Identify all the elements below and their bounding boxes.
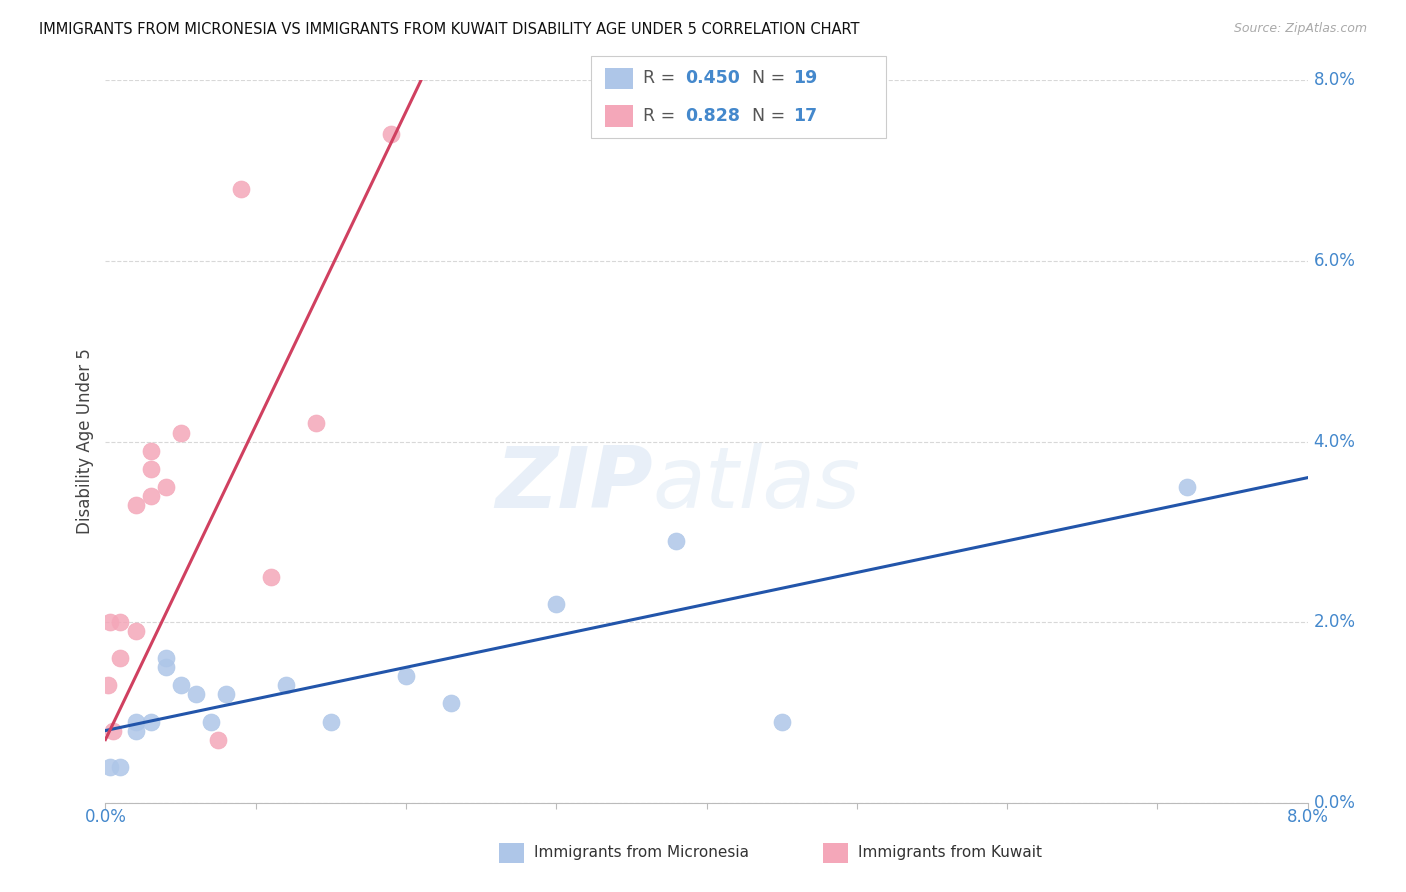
Point — [110, 760, 132, 774]
Point — [124, 723, 146, 738]
Point — [155, 480, 177, 494]
Text: 4.0%: 4.0% — [1313, 433, 1355, 450]
Point — [139, 714, 162, 729]
Point — [305, 417, 328, 431]
Point — [124, 498, 146, 512]
Text: Immigrants from Micronesia: Immigrants from Micronesia — [534, 846, 749, 860]
Text: 6.0%: 6.0% — [1313, 252, 1355, 270]
Point — [101, 723, 124, 738]
Point — [98, 760, 121, 774]
Text: 8.0%: 8.0% — [1286, 808, 1329, 826]
Point — [139, 443, 162, 458]
Point — [124, 624, 146, 639]
Point — [155, 651, 177, 665]
Point — [200, 714, 222, 729]
Text: R =: R = — [643, 70, 681, 87]
Point — [184, 687, 207, 701]
Text: 0.0%: 0.0% — [1313, 794, 1355, 812]
Point — [169, 678, 191, 692]
Text: R =: R = — [643, 107, 681, 125]
Point — [139, 489, 162, 503]
Point — [395, 669, 418, 683]
Text: 0.450: 0.450 — [685, 70, 740, 87]
Text: 8.0%: 8.0% — [1313, 71, 1355, 89]
Text: 0.0%: 0.0% — [84, 808, 127, 826]
Point — [97, 678, 120, 692]
Point — [214, 687, 236, 701]
Point — [274, 678, 297, 692]
Text: IMMIGRANTS FROM MICRONESIA VS IMMIGRANTS FROM KUWAIT DISABILITY AGE UNDER 5 CORR: IMMIGRANTS FROM MICRONESIA VS IMMIGRANTS… — [39, 22, 860, 37]
Point — [770, 714, 793, 729]
Y-axis label: Disability Age Under 5: Disability Age Under 5 — [76, 349, 94, 534]
Text: ZIP: ZIP — [495, 443, 652, 526]
Point — [98, 615, 121, 630]
Point — [260, 570, 283, 584]
Text: 2.0%: 2.0% — [1313, 613, 1355, 632]
Point — [229, 181, 252, 195]
Point — [380, 128, 402, 142]
Point — [124, 714, 146, 729]
Point — [440, 697, 463, 711]
Text: Immigrants from Kuwait: Immigrants from Kuwait — [858, 846, 1042, 860]
Point — [1175, 480, 1198, 494]
Point — [155, 660, 177, 674]
Point — [110, 615, 132, 630]
Point — [319, 714, 342, 729]
Point — [546, 597, 568, 611]
Text: N =: N = — [741, 107, 790, 125]
Text: Source: ZipAtlas.com: Source: ZipAtlas.com — [1233, 22, 1367, 36]
Point — [139, 461, 162, 475]
Text: atlas: atlas — [652, 443, 860, 526]
Point — [169, 425, 191, 440]
Point — [110, 651, 132, 665]
Text: 0.828: 0.828 — [685, 107, 740, 125]
Text: 17: 17 — [793, 107, 817, 125]
Point — [665, 533, 688, 548]
Point — [207, 732, 229, 747]
Text: 19: 19 — [793, 70, 817, 87]
Text: N =: N = — [741, 70, 790, 87]
